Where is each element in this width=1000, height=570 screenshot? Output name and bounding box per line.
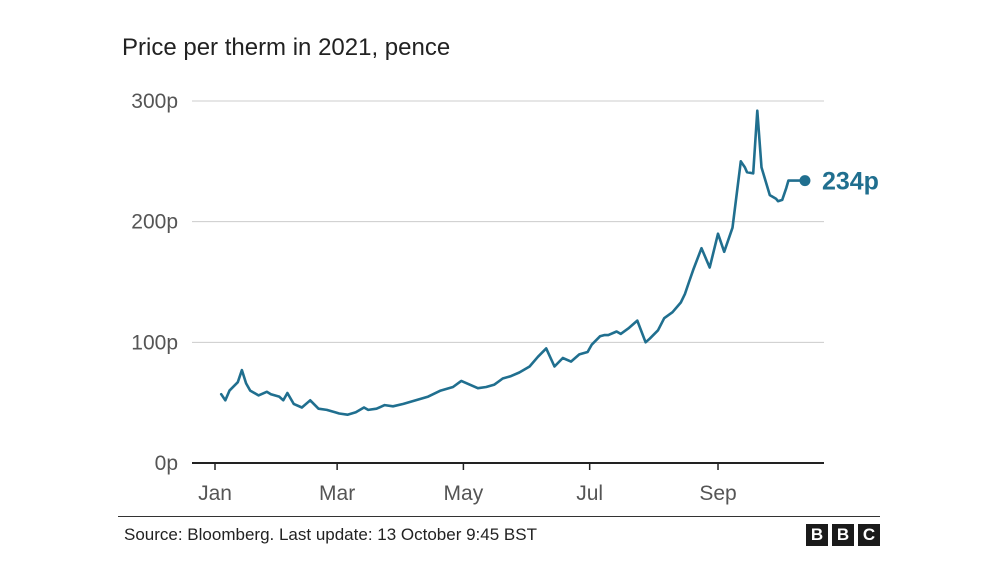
y-tick-label-3: 300p bbox=[131, 90, 178, 113]
x-tick-label-4: Sep bbox=[699, 482, 736, 505]
x-tick-label-0: Jan bbox=[198, 482, 232, 505]
y-tick-label-1: 100p bbox=[131, 331, 178, 354]
series-line-0 bbox=[219, 109, 807, 417]
y-tick-labels: 0p 100p 200p 300p bbox=[131, 90, 178, 475]
series-layer bbox=[219, 109, 807, 417]
x-tick-label-2: May bbox=[444, 482, 484, 505]
grid-layer bbox=[192, 100, 824, 343]
bbc-logo-letter-1: B bbox=[806, 524, 828, 546]
x-tick-label-1: Mar bbox=[319, 482, 355, 505]
x-axis: Jan Mar May Jul Sep bbox=[192, 462, 824, 505]
annotation-layer: 234p bbox=[799, 168, 879, 196]
end-value-label: 234p bbox=[822, 168, 879, 196]
footer-divider bbox=[118, 516, 880, 517]
bbc-logo-letter-3: C bbox=[858, 524, 880, 546]
x-tick-label-3: Jul bbox=[576, 482, 603, 505]
chart-title: Price per therm in 2021, pence bbox=[122, 34, 451, 61]
y-tick-label-2: 200p bbox=[131, 211, 178, 234]
bbc-logo-letter-2: B bbox=[832, 524, 854, 546]
end-point-marker bbox=[799, 175, 811, 187]
y-tick-label-0: 0p bbox=[155, 452, 178, 475]
bbc-logo: B B C bbox=[806, 524, 880, 546]
source-note: Source: Bloomberg. Last update: 13 Octob… bbox=[124, 525, 537, 544]
